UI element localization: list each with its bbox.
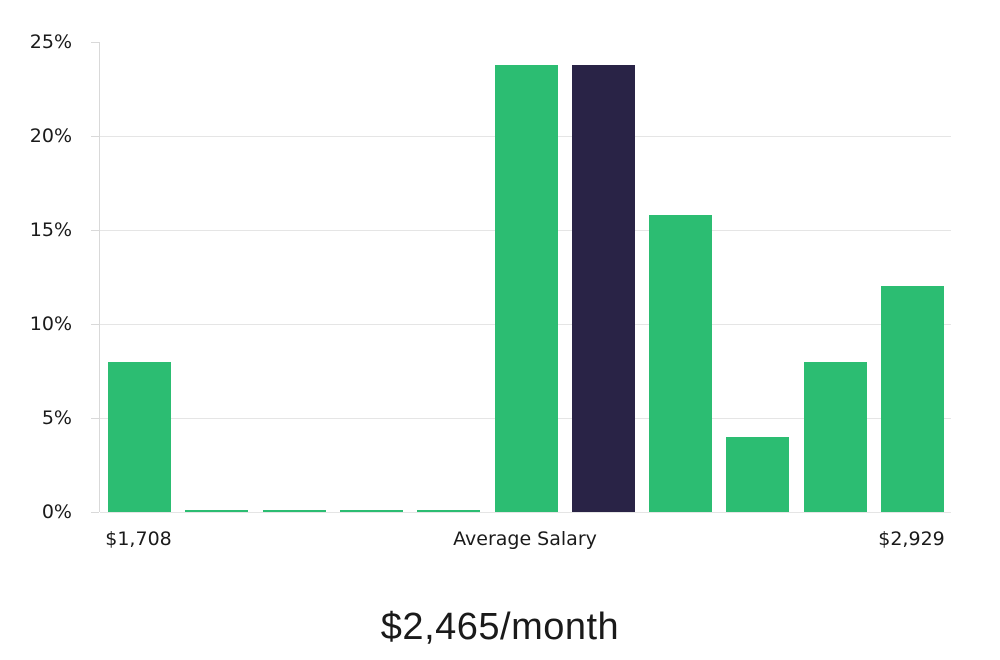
x-axis-label-2: $2,929 [878, 528, 945, 550]
chart-title: $2,465/month [380, 606, 620, 648]
y-tick-label-20%: 20% [29, 125, 72, 147]
bar-0[interactable] [108, 361, 171, 512]
bar-10[interactable] [881, 286, 944, 512]
bar-5[interactable] [494, 64, 558, 512]
y-tick-label-10%: 10% [29, 313, 72, 335]
y-axis-tick-5% [91, 417, 99, 419]
x-axis-label-0: $1,708 [105, 528, 172, 550]
highlight-bar-6[interactable] [571, 64, 635, 512]
bar-8[interactable] [726, 436, 790, 512]
y-tick-label-25%: 25% [29, 31, 72, 53]
y-tick-label-15%: 15% [29, 219, 72, 241]
x-axis-label-1: Average Salary [453, 528, 597, 550]
bar-4[interactable] [417, 510, 481, 512]
plot-area [91, 41, 951, 513]
y-axis-tick-20% [91, 135, 99, 137]
bar-1[interactable] [185, 510, 249, 512]
y-axis-tick-0% [91, 511, 99, 513]
y-axis-tick-15% [91, 229, 99, 231]
bar-2[interactable] [262, 510, 326, 512]
gridline-0% [100, 511, 951, 513]
bar-3[interactable] [339, 510, 403, 512]
bar-9[interactable] [803, 361, 867, 512]
y-tick-label-0%: 0% [41, 501, 72, 523]
y-axis-tick-10% [91, 323, 99, 325]
y-tick-label-5%: 5% [41, 407, 72, 429]
bar-7[interactable] [649, 214, 713, 512]
y-axis-tick-25% [91, 41, 99, 43]
